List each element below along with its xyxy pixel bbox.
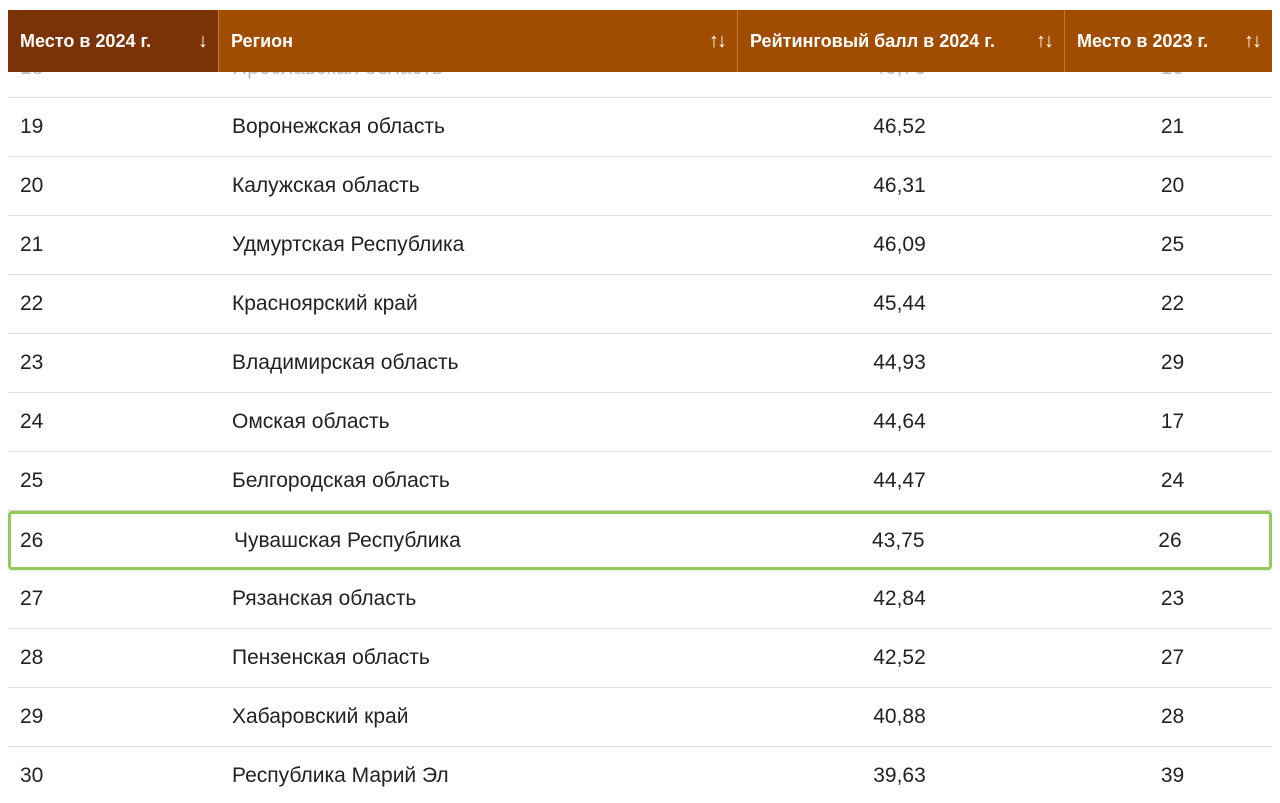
cell-rank: 27 bbox=[20, 587, 44, 610]
cell-region: Рязанская область bbox=[232, 587, 417, 610]
cell-prev-rank: 25 bbox=[1160, 233, 1185, 256]
column-header-label: Рейтинговый балл в 2024 г. bbox=[750, 30, 995, 51]
cell-score: 46,31 bbox=[873, 174, 926, 197]
table-row: 27 Рязанская область 42,84 23 bbox=[8, 570, 1272, 629]
cell-prev-rank: 20 bbox=[1160, 174, 1185, 197]
cell-prev-rank: 22 bbox=[1160, 292, 1185, 315]
table-row: 21 Удмуртская Республика 46,09 25 bbox=[8, 216, 1272, 275]
cell-rank: 26 bbox=[20, 528, 44, 552]
cell-rank: 20 bbox=[20, 174, 44, 197]
cell-prev-rank: 26 bbox=[1158, 528, 1182, 552]
sort-toggle-icon[interactable]: ↑↓ bbox=[709, 29, 727, 52]
table-row: 24 Омская область 44,64 17 bbox=[8, 393, 1272, 452]
cell-prev-rank: 39 bbox=[1160, 764, 1185, 787]
cell-score: 42,52 bbox=[873, 646, 926, 669]
column-header-region[interactable]: Регион ↑↓ bbox=[219, 10, 738, 72]
rating-table: Место в 2024 г. ↓ Регион ↑↓ Рейтинговый … bbox=[8, 10, 1272, 803]
cell-rank: 19 bbox=[20, 115, 44, 138]
cell-rank: 28 bbox=[20, 646, 44, 669]
table-body: 18 Ярославская область 46,76 19 19Вороне… bbox=[8, 39, 1272, 803]
column-header-rank-2024[interactable]: Место в 2024 г. ↓ bbox=[8, 10, 219, 72]
cell-prev-rank: 27 bbox=[1160, 646, 1185, 669]
cell-region: Владимирская область bbox=[232, 351, 459, 374]
cell-prev-rank: 28 bbox=[1160, 705, 1185, 728]
column-header-score-2024[interactable]: Рейтинговый балл в 2024 г. ↑↓ bbox=[738, 10, 1065, 72]
cell-region: Хабаровский край bbox=[232, 705, 409, 728]
cell-rank: 21 bbox=[20, 233, 44, 256]
cell-region: Омская область bbox=[232, 410, 390, 433]
cell-score: 46,09 bbox=[873, 233, 926, 256]
table-row: 20 Калужская область 46,31 20 bbox=[8, 157, 1272, 216]
cell-region: Пензенская область bbox=[232, 646, 430, 669]
sort-toggle-icon[interactable]: ↑↓ bbox=[1244, 29, 1262, 52]
sort-toggle-icon[interactable]: ↑↓ bbox=[1036, 29, 1054, 52]
cell-score: 43,75 bbox=[871, 528, 925, 552]
cell-rank: 22 bbox=[20, 292, 44, 315]
table-header: Место в 2024 г. ↓ Регион ↑↓ Рейтинговый … bbox=[8, 10, 1272, 72]
cell-region: Красноярский край bbox=[232, 292, 418, 315]
cell-rank: 29 bbox=[20, 705, 44, 728]
table-row: 28 Пензенская область 42,52 27 bbox=[8, 629, 1272, 688]
cell-score: 39,63 bbox=[873, 764, 926, 787]
table-row: 25 Белгородская область 44,47 24 bbox=[8, 452, 1272, 511]
cell-region: Белгородская область bbox=[232, 469, 450, 492]
cell-region: Республика Марий Эл bbox=[232, 764, 449, 787]
table-rows: 19 Воронежская область 46,52 21 20 Калужская … bbox=[8, 98, 1272, 803]
cell-region: Удмуртская Республика bbox=[232, 233, 465, 256]
cell-rank: 24 bbox=[20, 410, 44, 433]
cell-region: Чувашская Республика bbox=[234, 528, 461, 552]
cell-score: 45,44 bbox=[873, 292, 926, 315]
cell-prev-rank: 29 bbox=[1160, 351, 1185, 374]
cell-prev-rank: 24 bbox=[1160, 469, 1185, 492]
cell-prev-rank: 17 bbox=[1160, 410, 1185, 433]
cell-score: 42,84 bbox=[873, 587, 926, 610]
cell-prev-rank: 21 bbox=[1160, 115, 1185, 138]
cell-rank: 23 bbox=[20, 351, 44, 374]
cell-score: 44,47 bbox=[873, 469, 926, 492]
column-header-label: Место в 2024 г. bbox=[20, 30, 152, 51]
column-header-label: Регион bbox=[231, 30, 293, 51]
table-row: 30 Республика Марий Эл 39,63 39 bbox=[8, 747, 1272, 803]
cell-score: 46,52 bbox=[873, 115, 926, 138]
cell-rank: 30 bbox=[20, 764, 44, 787]
cell-score: 44,93 bbox=[873, 351, 926, 374]
cell-score: 44,64 bbox=[873, 410, 926, 433]
table-row: 22 Красноярский край 45,44 22 bbox=[8, 275, 1272, 334]
column-header-label: Место в 2023 г. bbox=[1077, 30, 1209, 51]
cell-prev-rank: 23 bbox=[1160, 587, 1185, 610]
cell-region: Воронежская область bbox=[232, 115, 445, 138]
table-row: 19 Воронежская область 46,52 21 bbox=[8, 98, 1272, 157]
cell-rank: 25 bbox=[20, 469, 44, 492]
cell-region: Калужская область bbox=[232, 174, 420, 197]
table-row: 29 Хабаровский край 40,88 28 bbox=[8, 688, 1272, 747]
sort-desc-icon[interactable]: ↓ bbox=[198, 29, 208, 52]
cell-score: 40,88 bbox=[873, 705, 926, 728]
column-header-rank-2023[interactable]: Место в 2023 г. ↑↓ bbox=[1065, 10, 1272, 72]
table-row-highlighted: 26 Чувашская Республика 43,75 26 bbox=[8, 511, 1272, 570]
table-row: 23 Владимирская область 44,93 29 bbox=[8, 334, 1272, 393]
